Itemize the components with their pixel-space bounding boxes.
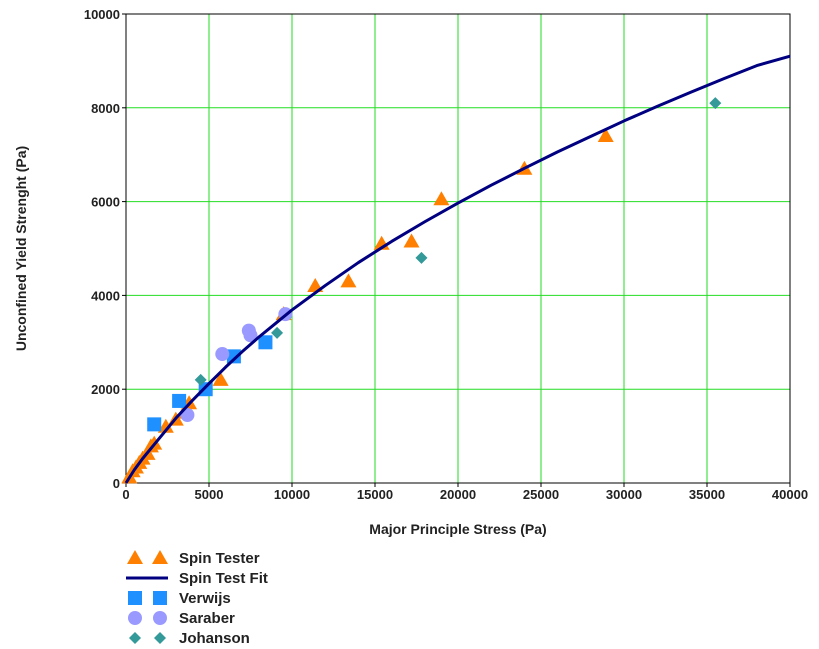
legend-marker-diamond	[154, 632, 166, 644]
x-tick-label: 30000	[606, 487, 642, 502]
spin-tester-point	[340, 273, 357, 288]
legend-marker-square	[153, 591, 167, 605]
series-spin-tester	[121, 127, 614, 484]
spin-tester-point	[433, 191, 450, 206]
legend-item-spin-test-fit: Spin Test Fit	[126, 570, 268, 587]
legend-item-spin-tester: Spin Tester	[127, 550, 260, 567]
y-tick-label: 6000	[91, 195, 120, 210]
legend-label: Verwijs	[179, 590, 231, 607]
x-tick-label: 10000	[274, 487, 310, 502]
y-tick-label: 10000	[84, 7, 120, 22]
x-axis-title: Major Principle Stress (Pa)	[369, 521, 546, 537]
legend-marker-triangle	[127, 550, 143, 564]
johanson-point	[415, 251, 428, 264]
legend-label: Spin Test Fit	[179, 570, 268, 587]
legend-item-saraber: Saraber	[128, 610, 235, 627]
y-tick-label: 0	[113, 476, 120, 491]
series-verwijs	[147, 335, 273, 432]
x-tick-label: 5000	[195, 487, 224, 502]
johanson-point	[709, 97, 722, 110]
series-spin-test-fit	[124, 54, 791, 484]
legend: Spin Tester Spin Test Fit Verwijs Saraber Jo…	[126, 550, 268, 647]
legend-item-verwijs: Verwijs	[128, 590, 231, 607]
legend-marker-diamond	[129, 632, 141, 644]
johanson-point	[194, 373, 207, 386]
x-tick-label: 35000	[689, 487, 725, 502]
x-tick-label: 0	[122, 487, 129, 502]
y-tick-label: 2000	[91, 382, 120, 397]
legend-item-johanson: Johanson	[129, 630, 250, 647]
verwijs-point	[147, 417, 162, 432]
y-axis-title: Unconfined Yield Strenght (Pa)	[13, 146, 29, 351]
spin-test-fit-line	[124, 54, 791, 484]
y-tick-label: 4000	[91, 288, 120, 303]
y-axis-ticks: 0 2000 4000 6000 8000 10000	[84, 7, 126, 491]
legend-marker-circle	[128, 611, 142, 625]
saraber-point	[243, 328, 258, 343]
verwijs-point	[172, 393, 187, 408]
spin-tester-point	[157, 418, 174, 433]
series-layer	[121, 54, 791, 484]
legend-marker-square	[128, 591, 142, 605]
x-tick-label: 20000	[440, 487, 476, 502]
spin-tester-point	[212, 371, 229, 386]
johanson-point	[271, 326, 284, 339]
legend-label: Spin Tester	[179, 550, 260, 567]
legend-marker-circle	[153, 611, 167, 625]
x-tick-label: 40000	[772, 487, 808, 502]
x-tick-label: 25000	[523, 487, 559, 502]
x-tick-label: 15000	[357, 487, 393, 502]
spin-tester-point	[597, 127, 614, 142]
legend-label: Saraber	[179, 610, 235, 627]
verwijs-point	[198, 382, 213, 397]
saraber-point	[215, 347, 230, 362]
legend-marker-triangle	[152, 550, 168, 564]
x-axis-ticks: 0 5000 10000 15000 20000 25000 30000 35000 40000	[122, 483, 808, 502]
series-johanson	[194, 97, 722, 386]
spin-tester-point	[403, 233, 420, 248]
y-tick-label: 8000	[91, 101, 120, 116]
grid	[125, 13, 791, 484]
verwijs-point	[226, 349, 241, 364]
verwijs-point	[258, 335, 273, 350]
legend-label: Johanson	[179, 630, 250, 647]
